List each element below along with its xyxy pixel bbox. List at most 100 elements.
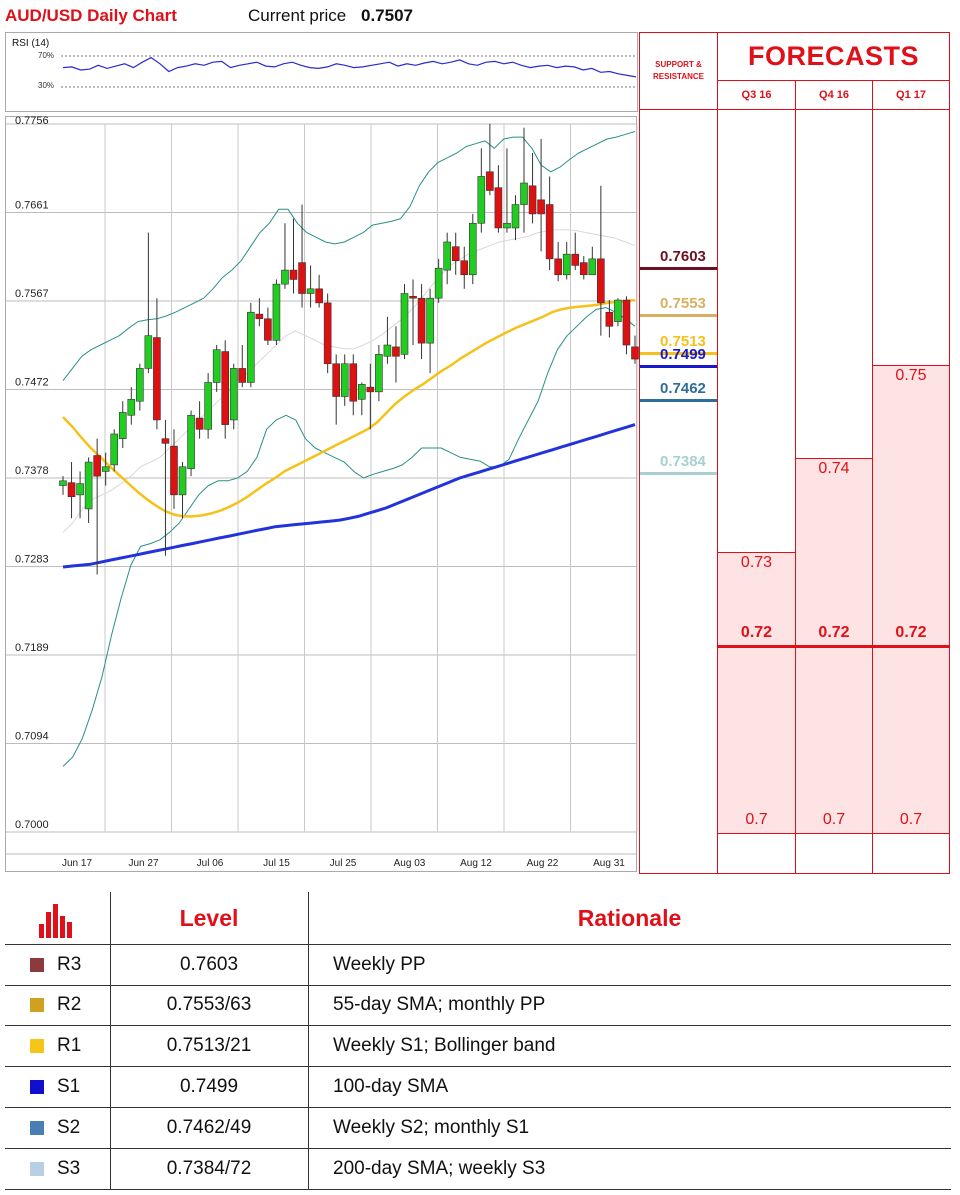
x-tick-label: Jun 27 [128,858,158,869]
level-rationale: Weekly S2; monthly S1 [333,1117,530,1138]
table-header-row: Level Rationale [5,892,951,945]
candle [434,267,443,299]
level-value: 0.7513/21 [166,1035,252,1056]
rsi-panel: RSI (14) 70% 30% [5,32,638,112]
table-divider [110,1108,111,1148]
sr-level-label: 0.7499 [660,345,706,363]
candle [486,171,494,191]
forecasts-panel: FORECASTS Q3 16 Q4 16 Q1 17 0.73 0.72 0.7 0… [717,32,950,874]
level-name: S2 [57,1117,81,1138]
candle [631,346,639,360]
candle [187,414,195,469]
level-color-swatch [30,1039,44,1053]
candle [451,246,460,262]
x-tick-label: Aug 31 [593,858,625,869]
support-resistance-panel: SUPPORT & RESISTANCE 0.7603 0.7553 0.7513 0.… [639,32,718,874]
candle [383,344,392,357]
forecast-consensus-line [718,644,949,648]
table-row: R3 0.7603 Weekly PP [5,944,951,986]
forecast-col-q4-16: Q4 16 [796,81,872,110]
level-value: 0.7384/72 [166,1158,252,1179]
level-name: R1 [57,1035,82,1056]
forecast-bottom-line [718,833,949,834]
candle [409,296,417,299]
y-tick-label: 0.7189 [15,642,49,654]
table-divider [308,1149,309,1189]
level-color-swatch [30,958,44,972]
y-tick-label: 0.7661 [15,200,49,212]
candle [306,288,315,294]
candle [59,480,67,486]
candle [332,363,340,397]
level-value: 0.7462/49 [166,1117,252,1138]
bollinger-upper-line [62,131,636,381]
candle [537,199,545,215]
sr-title-line1: SUPPORT & [655,60,702,69]
candle [110,433,119,466]
x-tick-label: Aug 12 [460,858,492,869]
forecast-col-q1-17: Q1 17 [873,81,949,110]
x-tick-label: Jul 25 [330,858,357,869]
sr-level-label: 0.7553 [660,295,706,313]
y-tick-label: 0.7567 [15,288,49,300]
forecast-value: 0.7 [899,811,923,828]
candle [545,204,554,260]
level-rationale: Weekly S1; Bollinger band [333,1035,556,1056]
sma100-line [62,423,636,569]
candle [118,412,127,439]
level-value: 0.7499 [179,1076,239,1097]
rsi-title: RSI (14) [12,38,50,49]
x-tick-label: Aug 22 [527,858,559,869]
candle [195,417,204,430]
forecast-value: 0.7 [745,811,768,828]
level-rationale: 55-day SMA; monthly PP [333,994,546,1015]
candle [520,182,528,205]
candle [554,258,562,276]
candle [426,297,434,344]
level-name: R2 [57,994,82,1015]
table-divider [110,985,111,1025]
table-row: S2 0.7462/49 Weekly S2; monthly S1 [5,1108,951,1149]
x-tick-label: Jul 15 [263,858,290,869]
y-tick-label: 0.7472 [15,377,49,389]
candle [579,262,588,276]
current-price-label: Current price [248,6,347,25]
candle [477,176,486,224]
candle [494,187,503,229]
candle [358,384,366,400]
level-name: S3 [57,1158,81,1179]
table-row: R2 0.7553/63 55-day SMA; monthly PP [5,985,951,1026]
candle [323,302,332,365]
candle [571,253,580,266]
support-resistance-title: SUPPORT & RESISTANCE [640,33,717,110]
rsi-upper-level: 70% [38,51,55,60]
candle [101,466,110,472]
table-divider [308,1067,309,1107]
sma55-line [62,298,636,518]
forecast-value: 0.74 [818,460,850,478]
candle [340,363,349,397]
candle [93,455,101,477]
candle [221,351,230,425]
level-color-swatch [30,1121,44,1135]
sr-level-label: 0.7513 [660,332,706,350]
sr-line [640,351,717,355]
level-color-swatch [30,1162,44,1176]
candle [264,318,272,341]
forecast-value: 0.72 [740,623,773,641]
y-tick-label: 0.7756 [15,116,49,127]
candle [161,438,170,444]
candle [605,311,614,327]
level-value: 0.7603 [179,954,239,975]
candle [255,313,264,320]
candle [468,222,477,276]
candle [315,288,323,304]
forecast-value: 0.75 [895,366,927,384]
level-rationale: 100-day SMA [333,1076,449,1097]
candle [247,311,255,383]
y-tick-label: 0.7094 [15,731,49,743]
candle [289,269,298,280]
table-divider [110,1026,111,1066]
forecasts-title: FORECASTS [718,33,949,81]
candle [272,283,281,341]
